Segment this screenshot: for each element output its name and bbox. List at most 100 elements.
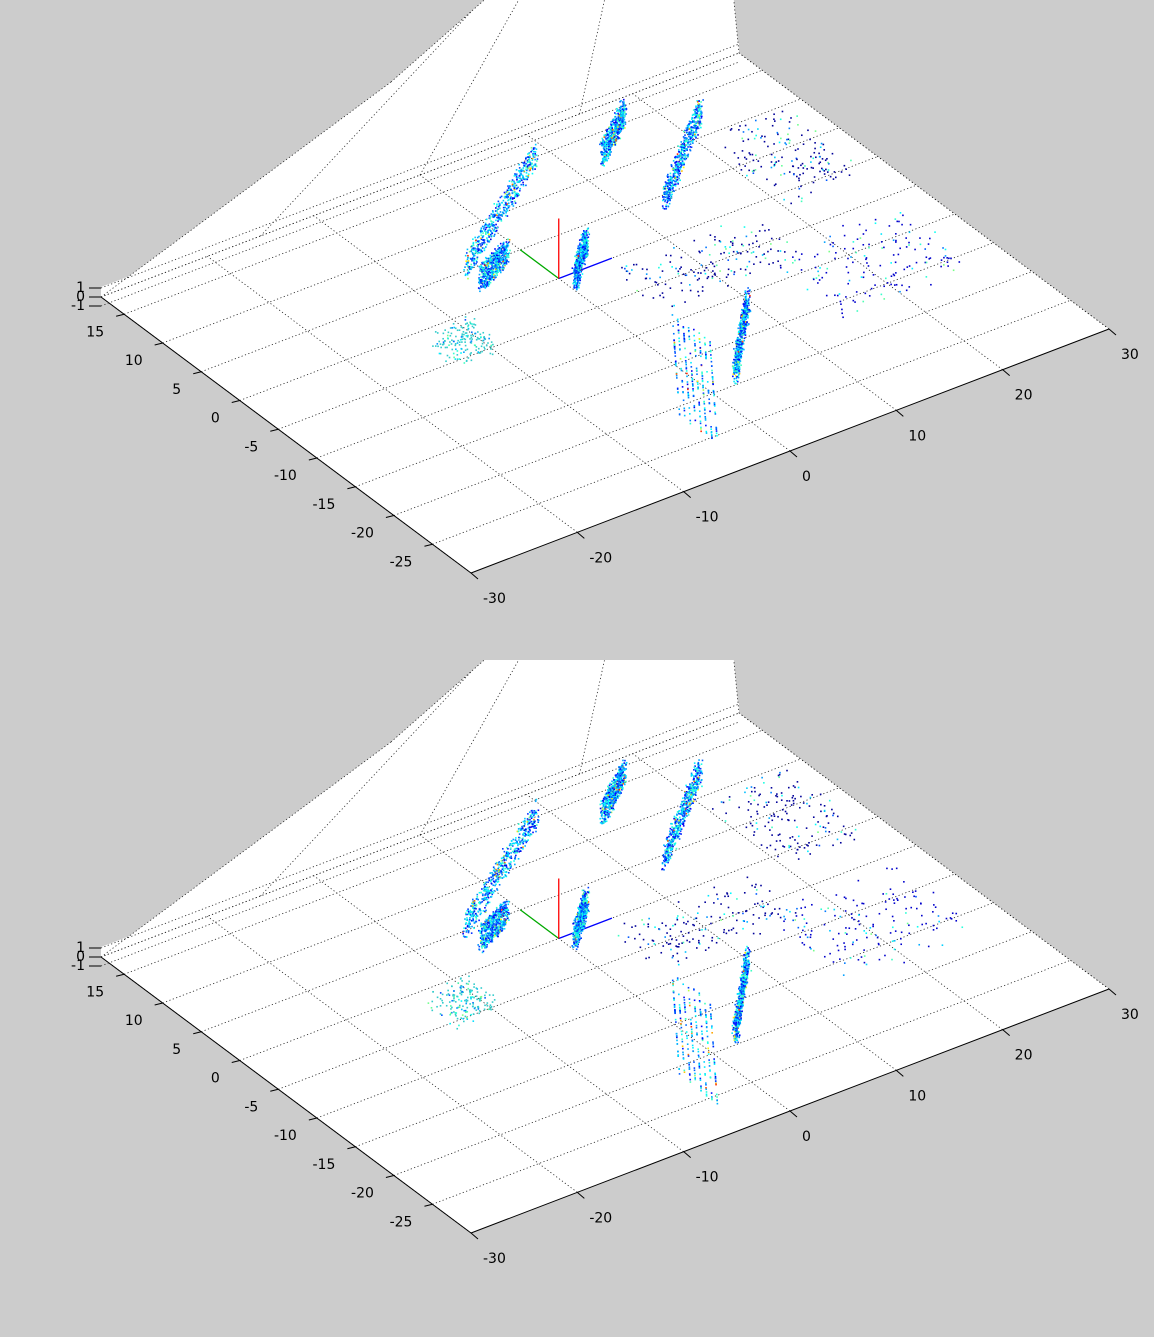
y-gridline bbox=[393, 931, 1033, 1176]
x-gridline bbox=[526, 134, 897, 411]
y-tick-label: -10 bbox=[274, 468, 297, 484]
y-tick-label: -5 bbox=[244, 439, 258, 455]
y-tick-label: -20 bbox=[351, 1186, 374, 1202]
pointcloud-north-building-short bbox=[477, 238, 511, 293]
x-tick-label: 0 bbox=[802, 1129, 811, 1145]
x-gridline bbox=[419, 834, 791, 1112]
x-tick-label: -30 bbox=[483, 591, 506, 607]
pointcloud-east-points bbox=[783, 867, 964, 976]
pointcloud-north-building-long bbox=[462, 798, 540, 938]
box-edge bbox=[733, 660, 740, 714]
y-tick-label: 10 bbox=[125, 1013, 143, 1029]
y-tick-label: -15 bbox=[313, 1157, 336, 1173]
x-tick bbox=[577, 1191, 585, 1199]
y-tick bbox=[385, 515, 395, 518]
z-tick-label: 0 bbox=[76, 949, 85, 965]
y-tick-label: 10 bbox=[125, 353, 143, 369]
y-tick-label: -5 bbox=[244, 1099, 258, 1115]
x-tick-label: 20 bbox=[1015, 388, 1033, 404]
y-gridline bbox=[316, 873, 955, 1119]
y-tick bbox=[308, 457, 317, 461]
x-tick bbox=[577, 531, 585, 539]
y-tick bbox=[347, 486, 356, 490]
x-tick-label: -20 bbox=[589, 550, 612, 566]
y-gridline bbox=[355, 902, 994, 1148]
pointcloud-south-wall bbox=[731, 945, 753, 1044]
y-gridline bbox=[432, 959, 1071, 1205]
y-tick-label: -25 bbox=[390, 554, 413, 570]
y-gridline bbox=[278, 184, 917, 430]
x-gridline bbox=[313, 215, 684, 492]
x-tick bbox=[683, 491, 691, 499]
x-tick bbox=[896, 409, 904, 417]
subplot-default: Default -101-30-20-100102030-25-20-15-10… bbox=[0, 0, 1154, 660]
box-edge bbox=[100, 741, 392, 958]
y-tick bbox=[193, 1031, 202, 1035]
pointcloud-middle-scatter bbox=[621, 224, 797, 308]
x-tick bbox=[789, 450, 798, 458]
z-gridline bbox=[100, 43, 740, 289]
x-gridline bbox=[526, 794, 897, 1071]
y-gridline bbox=[316, 213, 955, 459]
y-tick bbox=[116, 973, 125, 977]
y-tick bbox=[385, 1175, 395, 1178]
x-tick-label: -10 bbox=[696, 1170, 719, 1186]
x-tick-label: -30 bbox=[483, 1251, 506, 1267]
x-gridline bbox=[632, 93, 1003, 370]
pointcloud-centre-block bbox=[571, 886, 591, 951]
y-tick-label: 0 bbox=[211, 1071, 220, 1087]
x-tick-label: 10 bbox=[908, 1088, 926, 1104]
y-tick-label: -10 bbox=[274, 1128, 297, 1144]
y-gridline bbox=[123, 729, 763, 975]
x-tick-label: 30 bbox=[1121, 1007, 1139, 1023]
z-gridline bbox=[100, 52, 740, 298]
y-tick bbox=[193, 371, 202, 375]
y-tick bbox=[231, 1060, 240, 1063]
frame-y-axis bbox=[519, 249, 560, 280]
y-gridline bbox=[278, 844, 917, 1090]
y-gridline bbox=[201, 787, 840, 1033]
y-tick-label: -20 bbox=[351, 526, 374, 542]
subplot-recalibration: 3 Parameter Recalibration -101-30-20-100… bbox=[0, 660, 1154, 1337]
pointcloud-west-cluster bbox=[432, 316, 494, 364]
z-tick-label: 1 bbox=[76, 940, 85, 956]
frame-x-axis bbox=[558, 917, 613, 940]
x-tick bbox=[683, 1151, 691, 1159]
y-tick-label: 0 bbox=[211, 411, 220, 427]
y-gridline bbox=[201, 127, 840, 373]
box-edge bbox=[100, 81, 392, 298]
pointcloud-north-building-long bbox=[463, 143, 539, 280]
pointcloud-east-scatter bbox=[711, 769, 857, 860]
plot-box bbox=[101, 660, 1109, 1233]
x-gridline bbox=[207, 256, 578, 533]
x-tick bbox=[789, 1110, 798, 1118]
frame-y-axis bbox=[519, 909, 560, 940]
y-tick-label: -15 bbox=[313, 497, 336, 513]
z-tick-label: 1 bbox=[76, 280, 85, 296]
y-tick bbox=[154, 1002, 163, 1006]
pointcloud-south-curbs bbox=[671, 314, 718, 440]
y-gridline bbox=[162, 758, 801, 1004]
y-tick-label: 15 bbox=[86, 324, 104, 340]
pointcloud-east-scatter bbox=[724, 110, 852, 205]
box-edge bbox=[738, 52, 1110, 330]
frame-x-axis bbox=[558, 257, 613, 280]
x-tick-label: 30 bbox=[1121, 347, 1139, 363]
y-gridline bbox=[162, 98, 801, 344]
pointcloud-centre-block bbox=[571, 227, 591, 291]
y-tick bbox=[270, 1088, 279, 1092]
z-gridline bbox=[100, 721, 740, 967]
y-tick bbox=[154, 342, 163, 346]
pointcloud-north-building-short bbox=[477, 900, 511, 954]
x-tick bbox=[470, 572, 479, 580]
y-gridline bbox=[239, 816, 878, 1061]
x-tick-label: 10 bbox=[908, 428, 926, 444]
pointcloud-east-building bbox=[661, 99, 704, 210]
box-edge bbox=[738, 712, 1110, 990]
x-tick bbox=[470, 1232, 479, 1240]
y-tick bbox=[231, 400, 240, 403]
y-tick bbox=[424, 543, 433, 547]
